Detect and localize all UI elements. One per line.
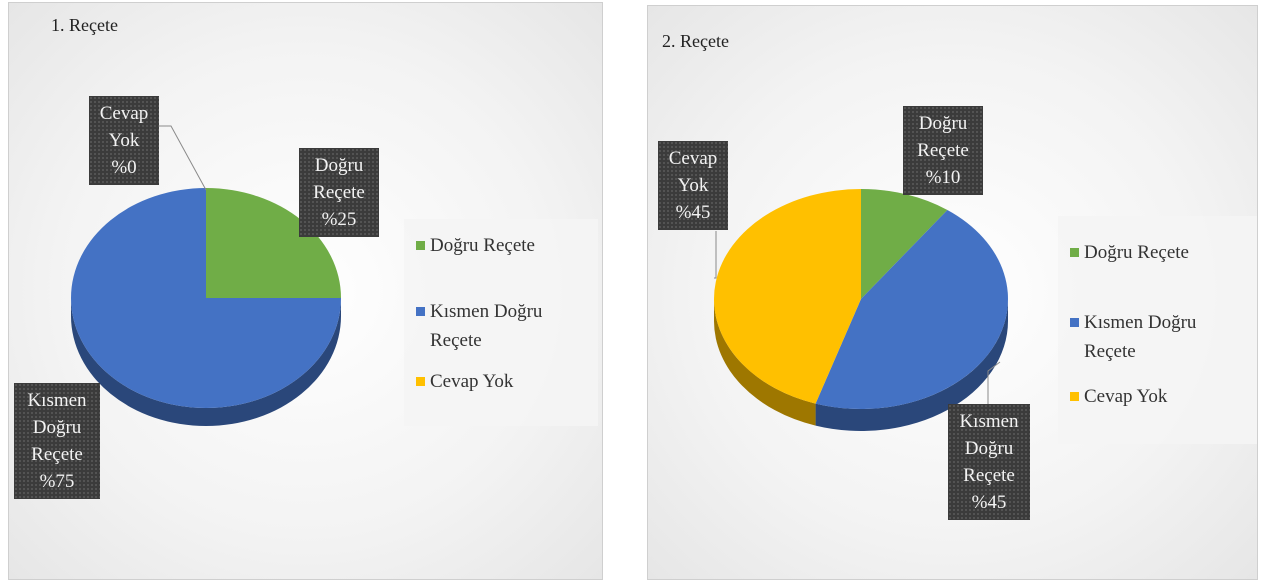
chart [714, 189, 1008, 431]
legend-swatch [416, 241, 425, 250]
chart-panel: 2. Reçete Doğru Reçete %10 Kısmen Doğru Reç… [647, 5, 1258, 580]
label-category: Doğru Reçete [313, 155, 365, 203]
label-value: %25 [321, 209, 357, 230]
pie-side [815, 299, 1008, 431]
legend-swatch [416, 377, 425, 386]
legend-item: Cevap Yok [416, 367, 590, 396]
pie-slice [815, 210, 1008, 409]
label-value: %0 [111, 157, 137, 178]
legend-item: Kısmen Doğru Reçete [1070, 308, 1249, 366]
legend-swatch [416, 307, 425, 316]
data-label: Kısmen Doğru Reçete %75 [14, 383, 100, 499]
legend-label: Doğru Reçete [430, 235, 535, 256]
legend-label: Kısmen Doğru Reçete [1084, 312, 1197, 362]
label-value: %10 [925, 167, 961, 188]
legend-label: Kısmen Doğru Reçete [430, 301, 543, 351]
label-value: %45 [675, 202, 711, 223]
legend-label: Cevap Yok [430, 371, 514, 392]
legend-item: Doğru Reçete [416, 231, 590, 260]
legend: Doğru Reçete Kısmen Doğru Reçete Cevap Yok [404, 219, 598, 426]
chart-title: 2. Reçete [662, 31, 729, 51]
legend: Doğru Reçete Kısmen Doğru Reçete Cevap Yok [1058, 216, 1257, 444]
pie-slice [714, 189, 861, 404]
pie-slice [861, 189, 948, 299]
label-category: Doğru Reçete [917, 113, 969, 161]
legend-label: Cevap Yok [1084, 386, 1168, 407]
leader-line [987, 361, 1001, 404]
legend-item: Cevap Yok [1070, 382, 1249, 411]
chart-title: 1. Reçete [51, 15, 118, 35]
label-category: Cevap Yok [668, 148, 718, 196]
data-label: Kısmen Doğru Reçete %45 [948, 404, 1030, 520]
chart-panel: 1. Reçete Doğru Reçete %25 Kısmen Doğru Reç… [8, 2, 603, 580]
label-category: Kısmen Doğru Reçete [959, 411, 1019, 486]
pie-side [71, 298, 341, 426]
chart [71, 125, 341, 426]
legend-item: Doğru Reçete [1070, 238, 1249, 267]
pie-side [714, 299, 816, 426]
legend-swatch [1070, 392, 1079, 401]
label-category: Kısmen Doğru Reçete [27, 390, 87, 465]
label-value: %75 [39, 471, 75, 492]
legend-swatch [1070, 318, 1079, 327]
leader-line [159, 125, 207, 191]
legend-swatch [1070, 248, 1079, 257]
data-label: Doğru Reçete %10 [903, 106, 983, 195]
label-category: Cevap Yok [99, 103, 149, 151]
label-value: %45 [971, 492, 1007, 513]
data-label: Cevap Yok %0 [89, 96, 159, 185]
data-label: Doğru Reçete %25 [299, 148, 379, 237]
data-label: Cevap Yok %45 [658, 141, 728, 230]
pie-slice [71, 188, 341, 408]
pie-slice [206, 188, 341, 298]
legend-item: Kısmen Doğru Reçete [416, 297, 590, 355]
leader-line [714, 231, 717, 279]
legend-label: Doğru Reçete [1084, 242, 1189, 263]
